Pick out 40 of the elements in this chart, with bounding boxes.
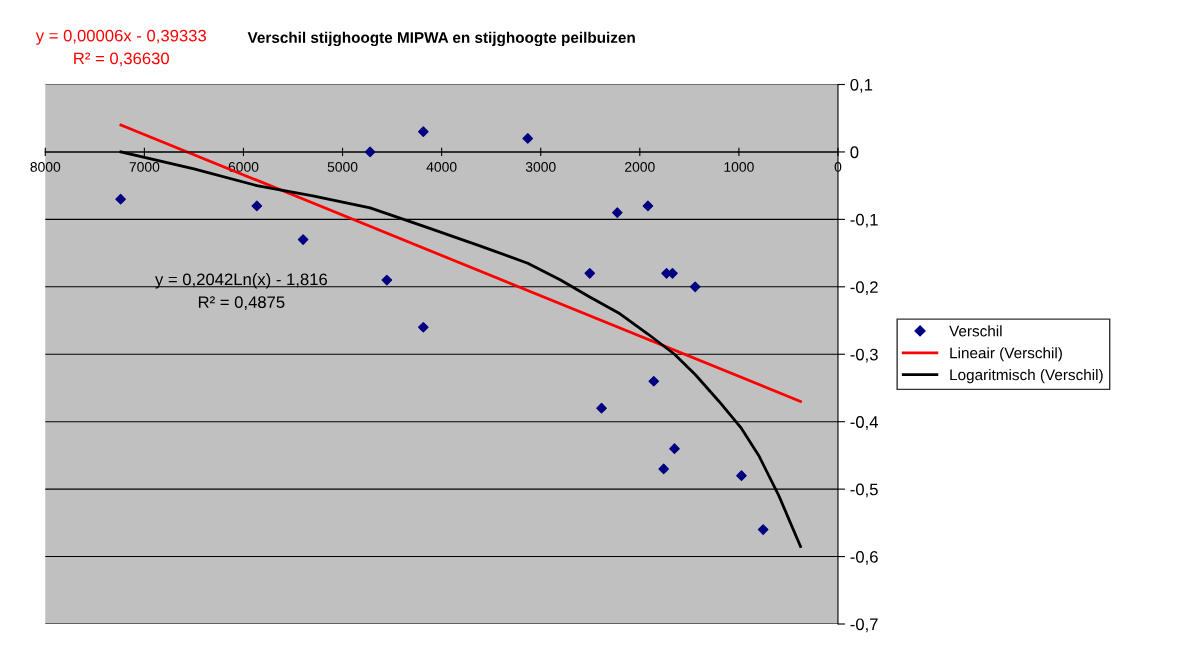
point — [418, 126, 429, 138]
x-tick-label: 7000 — [129, 162, 160, 172]
x-tick-label: 5000 — [327, 162, 358, 172]
point — [381, 274, 393, 286]
x-tick-label: 4000 — [426, 162, 457, 172]
point — [736, 470, 747, 481]
y-tick-label: 0 — [850, 146, 859, 159]
legend-label: Logaritmisch (Verschil) — [950, 369, 1103, 384]
x-tick-label: 8000 — [30, 162, 61, 172]
y-tick-label: -0,4 — [850, 416, 879, 430]
point — [115, 193, 126, 205]
point — [612, 207, 623, 218]
point — [658, 463, 669, 475]
point — [648, 375, 660, 387]
point — [689, 281, 701, 293]
x-tick-label: 2000 — [625, 162, 655, 172]
y-tick-label: -0,1 — [850, 213, 878, 228]
chart-title: Verschil stijghoogte MIPWA en stijghoogte peilbuizen — [247, 31, 635, 47]
y-tick-label: -0,6 — [850, 550, 878, 565]
point — [522, 133, 534, 144]
point — [364, 146, 376, 158]
point — [251, 200, 263, 212]
point — [297, 234, 309, 245]
x-tick-label: 1000 — [724, 162, 754, 172]
point — [669, 443, 680, 454]
point — [596, 402, 607, 414]
y-tick-label: -0,2 — [850, 281, 878, 295]
point — [642, 200, 654, 212]
annotation: y = 0,2042Ln(x) - 1,816 R² = 0,4875 — [155, 273, 328, 310]
text: y = 0,00006x - 0,39333 R² = 0,36630 — [35, 29, 206, 67]
x-tick-label: 3000 — [525, 162, 556, 172]
legend-label: Lineair (Verschil) — [950, 347, 1062, 362]
y-tick-label: -0,3 — [850, 348, 878, 363]
y-tick-label: -0,7 — [850, 618, 878, 633]
point — [757, 524, 769, 535]
point — [418, 321, 429, 333]
y-tick-label: 0,1 — [850, 78, 873, 93]
y-tick-label: -0,5 — [850, 483, 878, 498]
point — [584, 268, 596, 279]
legend-label: Verschil — [949, 325, 1002, 337]
